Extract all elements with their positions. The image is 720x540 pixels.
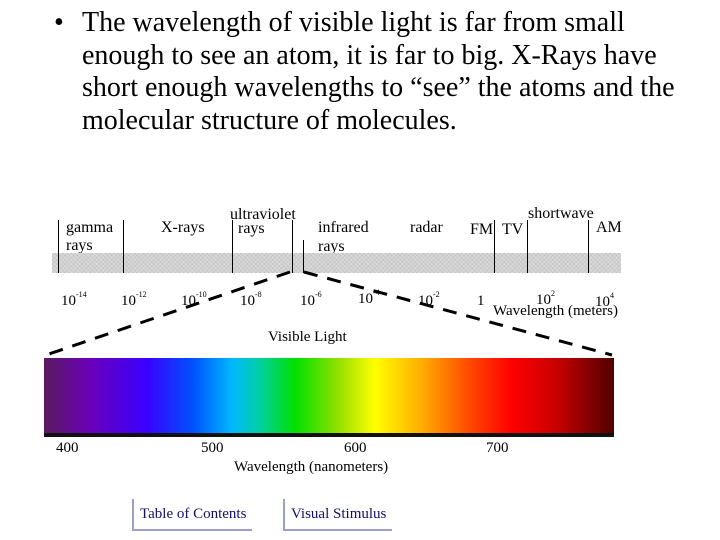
- gamma-label: gamma: [66, 219, 114, 236]
- region-divider: [292, 220, 293, 273]
- region-divider: [527, 220, 528, 273]
- bullet-marker: •: [54, 7, 64, 38]
- visible-light-label: Visible Light: [268, 329, 347, 345]
- ultraviolet-label: ultraviolet: [230, 206, 296, 223]
- wavelength-meters-label: Wavelength (meters): [493, 303, 618, 319]
- nanometer-axis: [44, 433, 614, 437]
- nm-tick-label: 600: [344, 440, 367, 456]
- ultraviolet-rays-label: rays: [238, 220, 265, 237]
- region-divider: [494, 220, 495, 273]
- gamma-rays-label: rays: [66, 237, 93, 254]
- table-of-contents-button[interactable]: Table of Contents: [132, 499, 253, 531]
- zoom-line-left: [45, 270, 291, 357]
- shortwave-label: shortwave: [528, 205, 594, 222]
- radar-label: radar: [410, 219, 443, 236]
- region-divider: [588, 220, 589, 273]
- bullet-text: The wavelength of visible light is far f…: [82, 7, 675, 136]
- wavelength-nanometers-label: Wavelength (nanometers): [234, 459, 389, 475]
- fm-label: FM: [470, 221, 494, 238]
- em-spectrum-band: [52, 253, 621, 273]
- tick-label: 102: [536, 289, 555, 308]
- nm-tick-label: 400: [56, 440, 79, 456]
- nm-tick-label: 700: [486, 440, 509, 456]
- region-divider: [123, 220, 124, 273]
- tick-label: 10-12: [121, 290, 147, 309]
- region-divider: [303, 240, 304, 273]
- region-divider: [58, 220, 59, 273]
- visual-stimulus-button[interactable]: Visual Stimulus: [283, 499, 393, 531]
- tick-label: 1: [477, 293, 485, 309]
- tv-label: TV: [502, 221, 524, 238]
- tick-label: 10-6: [300, 290, 322, 309]
- tick-label: 104: [595, 291, 614, 310]
- nm-tick-label: 500: [201, 440, 224, 456]
- infrared-label: infrared: [318, 219, 369, 236]
- zoom-line-right: [303, 270, 613, 357]
- visible-spectrum: [44, 358, 614, 433]
- am-label: AM: [596, 219, 622, 236]
- tick-label: 10-8: [240, 290, 262, 309]
- xrays-label: X-rays: [161, 219, 205, 236]
- infrared-rays-label: rays: [318, 238, 345, 255]
- region-divider: [232, 220, 233, 273]
- tick-label: 10-14: [61, 290, 87, 309]
